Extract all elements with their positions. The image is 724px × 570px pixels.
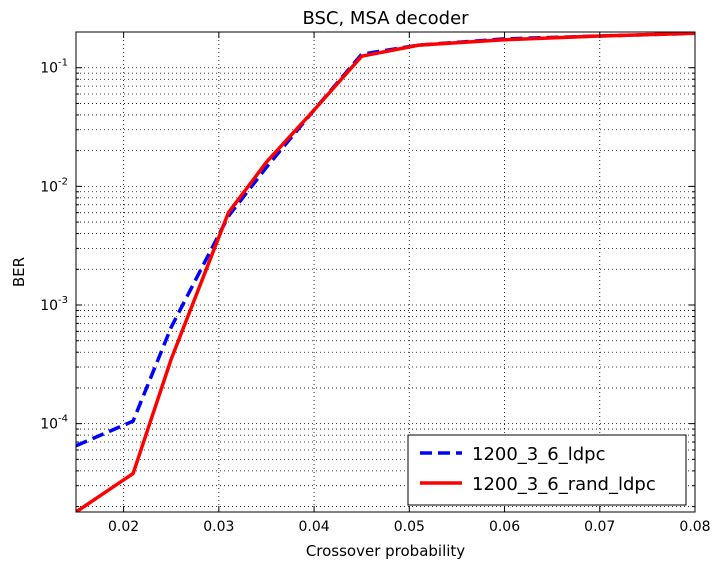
ticks: 0.02 0.03 0.04 0.05 0.06 0.07 0.08 10-4 10-3 10-2… [40, 31, 711, 535]
x-axis-label: Crossover probability [306, 542, 465, 560]
series-line-1 [76, 32, 695, 512]
y-tick-label: 10-1 [40, 58, 68, 77]
x-tick-label: 0.08 [679, 519, 710, 535]
x-tick-label: 0.07 [584, 519, 615, 535]
y-tick-label: 10-3 [40, 295, 68, 314]
x-tick-label: 0.03 [203, 519, 234, 535]
y-tick-label: 10-4 [40, 414, 68, 433]
x-tick-label: 0.02 [108, 519, 139, 535]
legend-label-ldpc: 1200_3_6_ldpc [472, 444, 605, 465]
plot-frame [75, 31, 696, 513]
x-tick-label: 0.05 [394, 519, 425, 535]
y-tick-label: 10-2 [40, 176, 68, 195]
chart-title: BSC, MSA decoder [302, 8, 469, 29]
legend-box [407, 434, 687, 506]
plot-lines [76, 32, 695, 512]
y-axis-label: BER [10, 257, 28, 287]
legend-label-rand-ldpc: 1200_3_6_rand_ldpc [472, 474, 656, 495]
x-tick-label: 0.04 [298, 519, 329, 535]
x-tick-label: 0.06 [489, 519, 520, 535]
legend: 1200_3_6_ldpc 1200_3_6_rand_ldpc [407, 434, 687, 506]
series-line-0 [76, 32, 695, 448]
